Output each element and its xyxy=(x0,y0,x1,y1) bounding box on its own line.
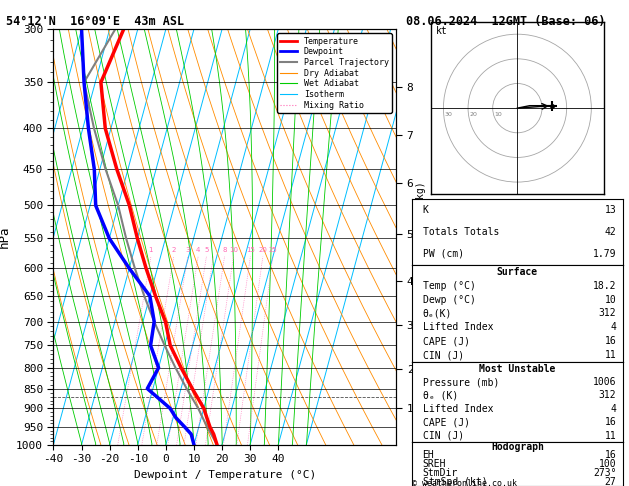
Text: Pressure (mb): Pressure (mb) xyxy=(423,377,499,387)
Text: 54°12'N  16°09'E  43m ASL: 54°12'N 16°09'E 43m ASL xyxy=(6,15,184,28)
Text: Temp (°C): Temp (°C) xyxy=(423,281,476,291)
Text: 5: 5 xyxy=(204,246,209,253)
Text: 2: 2 xyxy=(172,246,176,253)
Text: 10: 10 xyxy=(229,246,238,253)
Text: 08.06.2024  12GMT (Base: 06): 08.06.2024 12GMT (Base: 06) xyxy=(406,15,605,28)
Text: 11: 11 xyxy=(604,431,616,441)
Text: 27: 27 xyxy=(604,477,616,486)
Text: 8: 8 xyxy=(222,246,227,253)
Text: 4: 4 xyxy=(196,246,200,253)
Text: StmSpd (kt): StmSpd (kt) xyxy=(423,477,487,486)
Text: 42: 42 xyxy=(604,227,616,237)
Text: 20: 20 xyxy=(259,246,267,253)
X-axis label: Dewpoint / Temperature (°C): Dewpoint / Temperature (°C) xyxy=(134,470,316,480)
Text: © weatheronline.co.uk: © weatheronline.co.uk xyxy=(412,479,517,486)
Text: K: K xyxy=(423,205,428,215)
Text: Most Unstable: Most Unstable xyxy=(479,364,555,374)
Text: 312: 312 xyxy=(599,390,616,400)
Text: 3: 3 xyxy=(186,246,190,253)
Text: CIN (J): CIN (J) xyxy=(423,350,464,360)
Text: PW (cm): PW (cm) xyxy=(423,249,464,259)
Y-axis label: Mixing Ratio (g/kg): Mixing Ratio (g/kg) xyxy=(416,181,426,293)
Text: 30: 30 xyxy=(445,111,452,117)
Text: Hodograph: Hodograph xyxy=(491,442,544,451)
Text: EH: EH xyxy=(423,451,434,460)
Text: 4: 4 xyxy=(611,322,616,332)
Text: 10: 10 xyxy=(604,295,616,305)
Text: 11: 11 xyxy=(604,350,616,360)
Text: Totals Totals: Totals Totals xyxy=(423,227,499,237)
Text: 1006: 1006 xyxy=(593,377,616,387)
Text: θₑ (K): θₑ (K) xyxy=(423,390,458,400)
Text: 1: 1 xyxy=(148,246,153,253)
Text: Lifted Index: Lifted Index xyxy=(423,404,493,414)
Text: SREH: SREH xyxy=(423,459,446,469)
Text: 13: 13 xyxy=(604,205,616,215)
Text: StmDir: StmDir xyxy=(423,468,458,478)
Text: CIN (J): CIN (J) xyxy=(423,431,464,441)
Text: Lifted Index: Lifted Index xyxy=(423,322,493,332)
Text: CAPE (J): CAPE (J) xyxy=(423,417,469,427)
Text: 16: 16 xyxy=(604,336,616,346)
Y-axis label: hPa: hPa xyxy=(0,226,11,248)
Text: kt: kt xyxy=(436,26,448,36)
Text: 25: 25 xyxy=(269,246,277,253)
Text: 4: 4 xyxy=(611,404,616,414)
Text: 100: 100 xyxy=(599,459,616,469)
Text: 312: 312 xyxy=(599,309,616,318)
Text: 273°: 273° xyxy=(593,468,616,478)
Text: 16: 16 xyxy=(604,451,616,460)
Text: 18.2: 18.2 xyxy=(593,281,616,291)
Text: Dewp (°C): Dewp (°C) xyxy=(423,295,476,305)
Text: θₑ(K): θₑ(K) xyxy=(423,309,452,318)
Text: 10: 10 xyxy=(494,111,502,117)
Text: 20: 20 xyxy=(469,111,477,117)
Text: 1.79: 1.79 xyxy=(593,249,616,259)
Text: Surface: Surface xyxy=(497,267,538,277)
Text: 16: 16 xyxy=(604,417,616,427)
Legend: Temperature, Dewpoint, Parcel Trajectory, Dry Adiabat, Wet Adiabat, Isotherm, Mi: Temperature, Dewpoint, Parcel Trajectory… xyxy=(277,34,392,113)
Text: CAPE (J): CAPE (J) xyxy=(423,336,469,346)
Text: 15: 15 xyxy=(246,246,255,253)
